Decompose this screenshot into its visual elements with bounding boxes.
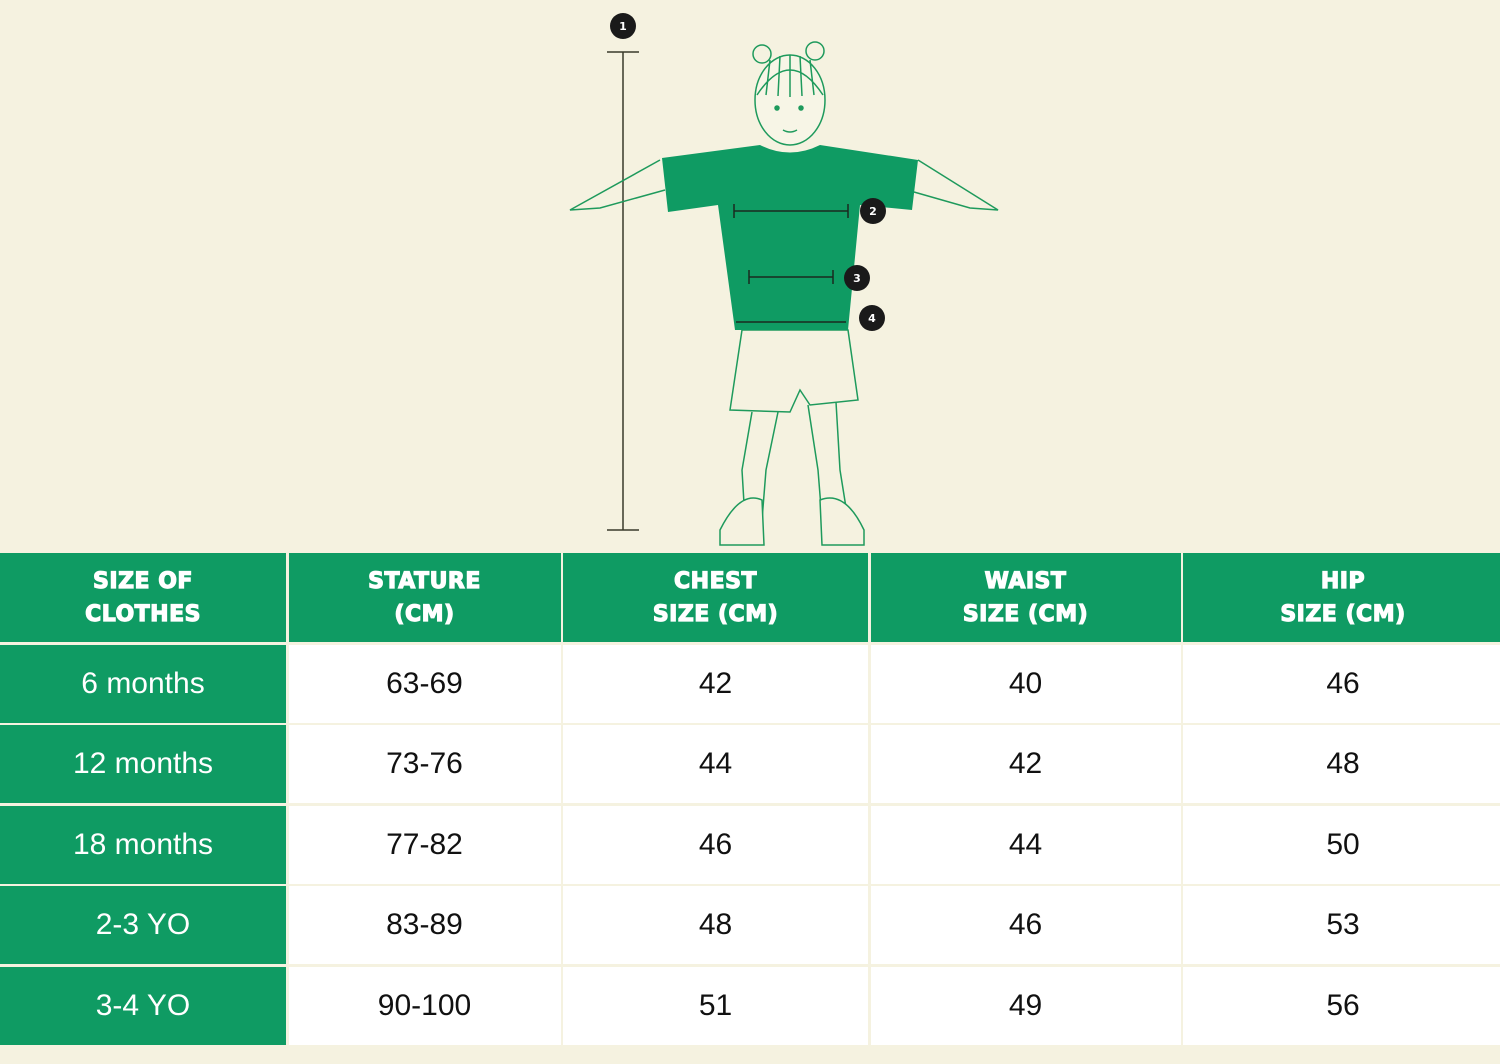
table-cell: 77-82 [288,805,561,884]
table-cell: 83-89 [288,886,561,964]
stature-measure-line [607,51,639,531]
row-size-label: 2-3 YO [0,886,286,964]
table-cell: 90-100 [288,966,561,1045]
table-cell: 56 [1183,966,1500,1045]
measure-markers: 1 2 3 4 [610,13,886,331]
table-cell: 46 [870,886,1181,964]
marker-4 [859,305,885,331]
marker-1 [610,13,636,39]
table-cell: 49 [870,966,1181,1045]
marker-2-label: 2 [869,205,877,218]
child-measurement-illustration: 1 2 3 4 [569,13,999,546]
table-cell: 48 [1183,725,1500,803]
marker-3-label: 3 [853,272,861,285]
column-header: WAIST SIZE (CM) [870,553,1181,642]
body-measure-lines [733,204,849,323]
column-header: SIZE OF CLOTHES [0,553,286,642]
t-shirt [662,145,918,330]
child-drawing [569,41,999,546]
table-cell: 44 [870,805,1181,884]
column-header: HIP SIZE (CM) [1183,553,1500,642]
table-cell: 44 [563,725,868,803]
column-header: STATURE (CM) [288,553,561,642]
row-size-label: 6 months [0,644,286,723]
table-cell: 40 [870,644,1181,723]
marker-1-label: 1 [619,20,627,33]
table-cell: 42 [870,725,1181,803]
table-cell: 51 [563,966,868,1045]
table-cell: 46 [1183,644,1500,723]
table-cell: 48 [563,886,868,964]
table-cell: 50 [1183,805,1500,884]
row-size-label: 12 months [0,725,286,803]
table-cell: 46 [563,805,868,884]
row-size-label: 18 months [0,805,286,884]
table-cell: 42 [563,644,868,723]
marker-2 [860,198,886,224]
size-chart-table: SIZE OF CLOTHES STATURE (CM) CHEST SIZE (C… [0,553,1500,1045]
table-cell: 53 [1183,886,1500,964]
marker-3 [844,265,870,291]
table-cell: 63-69 [288,644,561,723]
row-size-label: 3-4 YO [0,966,286,1045]
marker-4-label: 4 [868,312,876,325]
column-header: CHEST SIZE (CM) [563,553,868,642]
table-cell: 73-76 [288,725,561,803]
